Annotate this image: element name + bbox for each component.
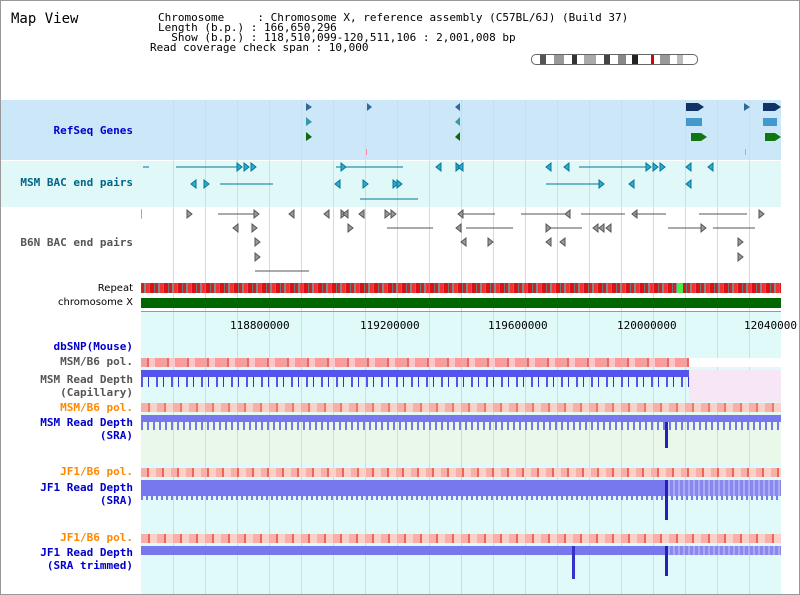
show-range-info: Show (b.p.) : 118,510,099-120,511,106 : … — [158, 31, 516, 44]
ideogram-position-marker — [651, 55, 654, 64]
track-label-msm-b6-pol-2[interactable]: MSM/B6 pol. — [60, 401, 133, 414]
track-label-refseq[interactable]: RefSeq Genes — [53, 124, 133, 137]
track-label-msm-b6-pol-1[interactable]: MSM/B6 pol. — [60, 355, 133, 368]
jf1-depth-trimmed-track[interactable] — [141, 546, 665, 555]
axis-tick-label: 12040000 — [744, 319, 797, 332]
track-label-jf1-depth-sra[interactable]: JF1 Read Depth — [40, 481, 133, 494]
track-label-jf1-b6-pol-1[interactable]: JF1/B6 pol. — [60, 465, 133, 478]
chromosome-ideogram[interactable] — [531, 54, 698, 65]
track-label-msm-depth-capillary-sub: (Capillary) — [60, 386, 133, 399]
track-label-msm-depth-sra-sub: (SRA) — [99, 429, 133, 442]
jf1-b6-pol-track-1[interactable] — [141, 468, 781, 477]
b6n-bac-features[interactable] — [141, 207, 781, 279]
jf1-b6-pol-track-2[interactable] — [141, 534, 781, 543]
track-label-jf1-depth-trimmed[interactable]: JF1 Read Depth — [40, 546, 133, 559]
length-info: Length (b.p.) : 166,650,296 — [158, 21, 337, 34]
chromosome-bar[interactable] — [141, 298, 781, 308]
axis-tick-label: 119600000 — [488, 319, 548, 332]
refseq-gene-features[interactable] — [141, 100, 781, 160]
track-label-dbsnp[interactable]: dbSNP(Mouse) — [53, 340, 133, 353]
axis-tick-label: 120000000 — [617, 319, 677, 332]
track-label-jf1-depth-trimmed-sub: (SRA trimmed) — [46, 559, 133, 572]
msm-b6-pol-track-1[interactable] — [141, 358, 689, 367]
axis-tick-label: 119200000 — [360, 319, 420, 332]
msm-bac-features[interactable] — [141, 161, 781, 207]
msm-depth-capillary-track[interactable] — [141, 370, 689, 377]
track-label-msm-depth-capillary[interactable]: MSM Read Depth — [40, 373, 133, 386]
track-label-jf1-depth-sra-sub: (SRA) — [99, 494, 133, 507]
repeat-track[interactable] — [141, 283, 781, 293]
msm-b6-pol-track-2[interactable] — [141, 403, 781, 412]
jf1-depth-sra-track[interactable] — [141, 480, 665, 496]
chromosome-info: Chromosome : Chromosome X, reference ass… — [158, 11, 629, 24]
panel-title: Map View — [11, 11, 79, 27]
track-label-jf1-b6-pol-2[interactable]: JF1/B6 pol. — [60, 531, 133, 544]
msm-depth-sra-track[interactable] — [141, 415, 781, 422]
coverage-span-info: Read coverage check span : 10,000 — [150, 41, 369, 54]
axis-tick-label: 118800000 — [230, 319, 290, 332]
track-label-msm-depth-sra[interactable]: MSM Read Depth — [40, 416, 133, 429]
track-label-msm-bac[interactable]: MSM BAC end pairs — [20, 176, 133, 189]
track-label-chromosome: chromosome X — [58, 297, 133, 308]
track-label-repeat: Repeat — [97, 283, 133, 294]
track-label-b6n-bac[interactable]: B6N BAC end pairs — [20, 236, 133, 249]
